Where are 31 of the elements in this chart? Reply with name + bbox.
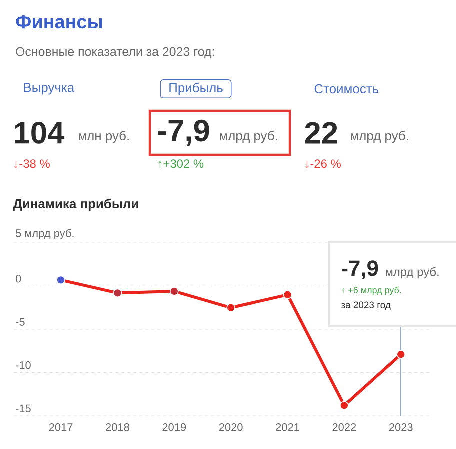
text: ↑+302 % [158,160,204,168]
x-tick-label: 2019 [162,424,186,432]
text: ↓-26 % [306,160,341,168]
chart-subtitle: Основные показатели за 2023 год: [16,47,214,59]
annotation: млрд руб. [386,267,439,279]
x-tick-label: 2018 [106,424,130,432]
x-tick-label: 2020 [219,424,243,432]
text: млн руб. [79,130,129,144]
y-tick-label: 5 млрд руб. [16,229,74,240]
text: Стоимость [314,84,379,94]
x-tick-label: 2017 [49,424,73,432]
text: 104 [15,122,65,144]
y-tick-label: -5 [16,318,25,326]
annotation: -7,9 [342,260,378,280]
x-tick-label: 2023 [389,424,413,432]
text: млрд руб. [220,130,278,144]
text: ↓-38 % [14,160,50,168]
text: -7,9 [158,120,210,146]
chart-title: Финансы [16,15,102,29]
x-tick-label: 2021 [276,424,300,432]
x-tick-label: 2022 [332,424,356,432]
y-tick-label: -10 [16,361,31,370]
y-tick-label: -15 [16,404,31,412]
text: 22 [305,122,338,144]
annotation: ↑ +6 млрд руб. [342,286,402,296]
text: Выручка [24,83,75,95]
y-tick-label: 0 [16,274,22,283]
annotation: за 2023 год [341,302,391,310]
text: Динамика прибыли [13,198,138,212]
text: млрд руб. [351,130,408,144]
text: Прибыль [170,82,223,96]
